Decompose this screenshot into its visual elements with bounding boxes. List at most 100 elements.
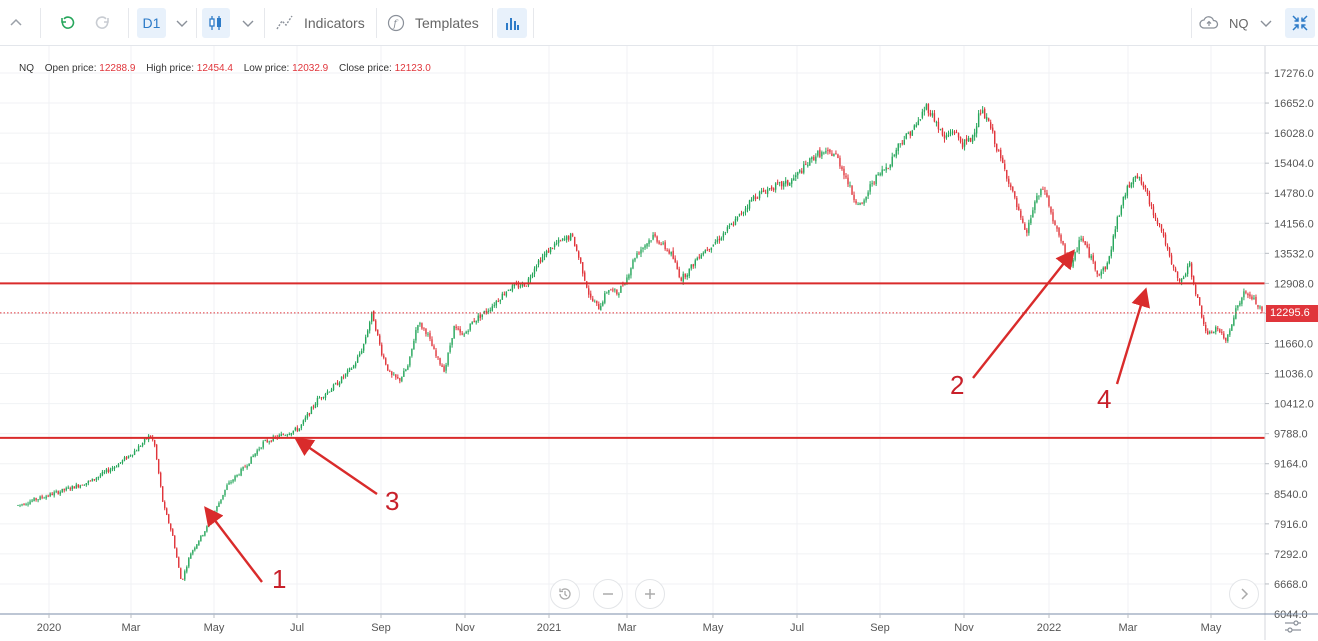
collapse-button[interactable] xyxy=(8,0,32,46)
candle-body xyxy=(1215,327,1217,332)
candle-body xyxy=(839,157,841,167)
candle-body xyxy=(688,268,690,277)
candle-body xyxy=(61,488,63,493)
candle-body xyxy=(690,264,692,269)
candle-body xyxy=(887,168,889,170)
candle-body xyxy=(509,289,512,291)
timeframe-selector[interactable]: D1 xyxy=(137,0,190,46)
candle-body xyxy=(1090,255,1092,259)
candle-body xyxy=(559,240,562,242)
candle-body xyxy=(1050,206,1052,213)
templates-button[interactable]: f Templates xyxy=(387,0,479,46)
candle-body xyxy=(41,496,43,498)
candle-body xyxy=(306,413,309,418)
candle-body xyxy=(417,325,419,331)
candle-body xyxy=(489,309,491,311)
candle-body xyxy=(1255,296,1257,305)
candle-body xyxy=(1134,176,1137,179)
candle-body xyxy=(517,284,520,288)
candle-body xyxy=(527,278,530,286)
candle-body xyxy=(364,337,367,344)
axis-settings-button[interactable] xyxy=(1283,618,1303,636)
scroll-right-button[interactable] xyxy=(1229,579,1259,609)
candle-body xyxy=(170,523,172,530)
candle-body xyxy=(541,256,544,262)
candle-body xyxy=(1182,277,1185,279)
candle-body xyxy=(1152,206,1155,216)
candle-body xyxy=(1088,246,1090,258)
candle-body xyxy=(493,305,495,307)
candle-body xyxy=(49,493,51,497)
candle-body xyxy=(1174,268,1177,272)
candle-body xyxy=(95,478,98,480)
candle-body xyxy=(264,440,266,441)
candle-body xyxy=(1070,264,1072,267)
toolbar-divider xyxy=(376,8,377,38)
candle-body xyxy=(131,454,134,456)
fullscreen-button[interactable] xyxy=(1285,0,1315,46)
candle-body xyxy=(885,167,887,171)
fullscreen-toggle[interactable] xyxy=(1285,8,1315,38)
candle-body xyxy=(164,501,166,509)
price-tick-label: 15404.0 xyxy=(1274,158,1314,170)
candle-body xyxy=(596,300,598,304)
toolbar-divider xyxy=(128,8,129,38)
candle-body xyxy=(161,486,164,502)
zoom-in-button[interactable] xyxy=(635,579,665,609)
candle-body xyxy=(1094,261,1096,270)
legend-symbol: NQ xyxy=(19,63,34,74)
chevron-down-icon[interactable] xyxy=(174,15,190,31)
chevron-down-icon[interactable] xyxy=(240,15,256,31)
time-tick-label: Sep xyxy=(870,622,890,634)
price-axis[interactable]: 17276.0 16652.0 16028.0 15404.0 14780.0 14156… xyxy=(1264,46,1314,640)
candle-body xyxy=(1062,241,1064,245)
redo-button[interactable] xyxy=(94,0,116,46)
candle-body xyxy=(590,293,592,298)
candle-body xyxy=(732,224,735,226)
candle-body xyxy=(756,197,759,199)
candle-body xyxy=(774,183,777,190)
candle-body xyxy=(415,330,417,341)
history-icon xyxy=(559,588,571,600)
timeframe-value[interactable]: D1 xyxy=(137,8,166,38)
candle-body xyxy=(813,156,815,161)
chevron-down-icon[interactable] xyxy=(1258,15,1274,31)
price-chart[interactable]: 17276.0 16652.0 16028.0 15404.0 14780.0 14156… xyxy=(0,46,1318,640)
candle-body xyxy=(776,182,779,184)
candle-body xyxy=(996,143,998,151)
time-axis[interactable]: 2020 Mar May Jul Sep Nov 2021 Mar May Jul Sep Nov 20… xyxy=(0,613,1318,634)
price-tick-label: 14780.0 xyxy=(1274,188,1314,200)
candle-body xyxy=(785,180,787,184)
candle-body xyxy=(1026,229,1028,233)
candle-body xyxy=(610,289,612,291)
zoom-out-button[interactable] xyxy=(593,579,623,609)
candle-body xyxy=(1060,235,1062,242)
candle-body xyxy=(1180,278,1183,282)
price-tick-label: 9164.0 xyxy=(1274,459,1308,471)
time-tick-label: Nov xyxy=(954,622,974,634)
candle-body xyxy=(507,289,510,291)
candle-body xyxy=(716,239,719,243)
candle-body xyxy=(598,304,600,310)
candle-body xyxy=(1118,215,1121,217)
symbol-selector[interactable]: NQ xyxy=(1199,0,1274,46)
candle-body xyxy=(475,320,477,323)
volume-button[interactable] xyxy=(497,0,527,46)
price-tick-label: 8540.0 xyxy=(1274,489,1308,501)
candle-body xyxy=(923,110,926,112)
time-tick-label: 2021 xyxy=(537,622,561,634)
candle-body xyxy=(1030,218,1032,224)
candles-button[interactable] xyxy=(202,8,230,38)
candle-body xyxy=(963,139,966,147)
candle-body xyxy=(250,456,252,464)
volume-toggle[interactable] xyxy=(497,8,527,38)
indicators-button[interactable]: Indicators xyxy=(275,0,365,46)
candle-body xyxy=(519,286,522,288)
undo-button[interactable] xyxy=(58,0,80,46)
candle-body xyxy=(857,204,859,205)
candle-body xyxy=(77,484,79,488)
reset-zoom-button[interactable] xyxy=(550,579,580,609)
chart-type-selector[interactable] xyxy=(202,0,256,46)
candle-body xyxy=(553,243,556,248)
candle-body xyxy=(1128,184,1131,187)
